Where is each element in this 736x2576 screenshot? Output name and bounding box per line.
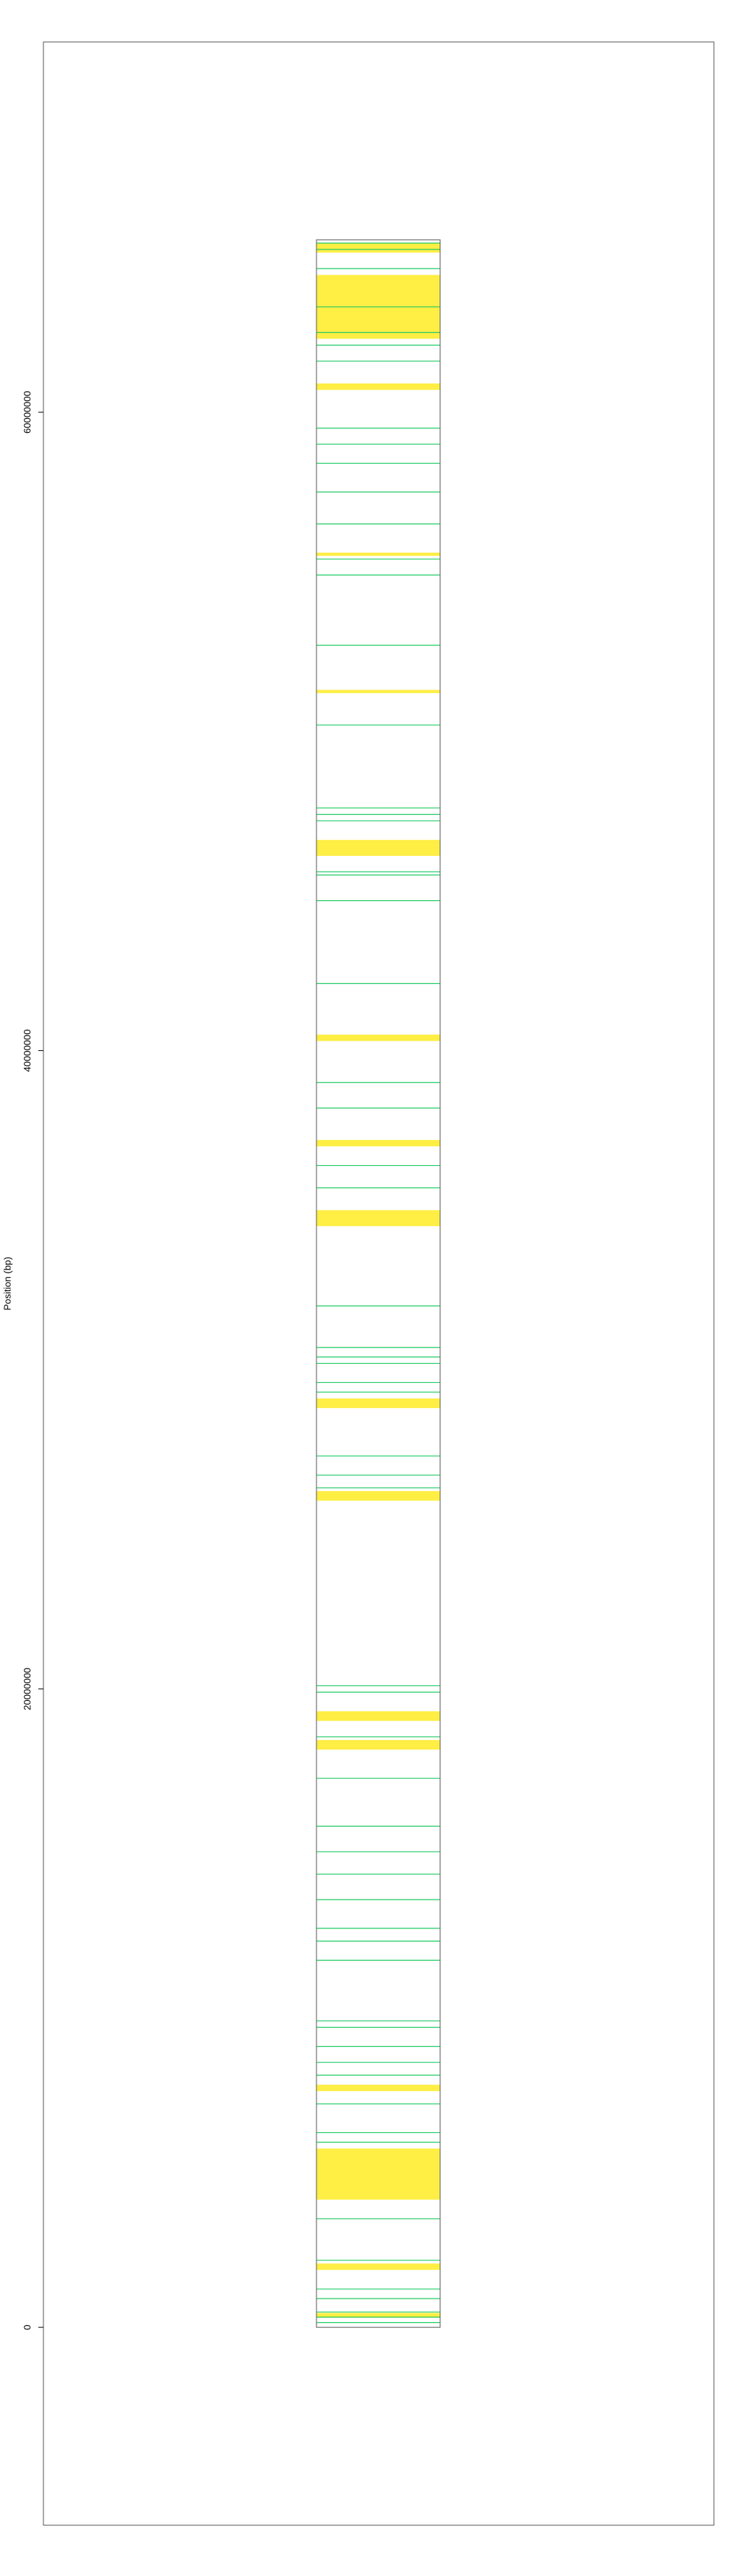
highlight-region (316, 2084, 440, 2092)
y-tick-label: 0 (22, 2325, 33, 2330)
highlight-region (316, 383, 440, 390)
marker-lines (316, 242, 440, 2324)
highlight-region (316, 1139, 440, 1147)
highlight-region (316, 1210, 440, 1226)
y-axis-label: Position (bp) (2, 1257, 13, 1311)
y-tick-label: 20000000 (22, 1668, 33, 1710)
highlight-region (316, 2148, 440, 2200)
highlight-region (316, 552, 440, 556)
highlight-region (316, 1490, 440, 1501)
highlight-region (316, 243, 440, 253)
highlight-region (316, 2313, 440, 2318)
highlight-region (316, 1398, 440, 1409)
highlight-region (316, 2263, 440, 2271)
plot-frame (43, 41, 715, 2526)
chromosome-outline (316, 239, 441, 2328)
y-axis: 0 20000000 40000000 60000000 (22, 391, 43, 2330)
highlight-region (316, 1711, 440, 1722)
highlight-region (316, 690, 440, 693)
highlight-region (316, 1034, 440, 1041)
highlight-regions (316, 243, 440, 2318)
highlight-region (316, 840, 440, 856)
highlight-region (316, 1740, 440, 1750)
y-tick-label: 60000000 (22, 391, 33, 434)
y-tick-label: 40000000 (22, 1029, 33, 1072)
